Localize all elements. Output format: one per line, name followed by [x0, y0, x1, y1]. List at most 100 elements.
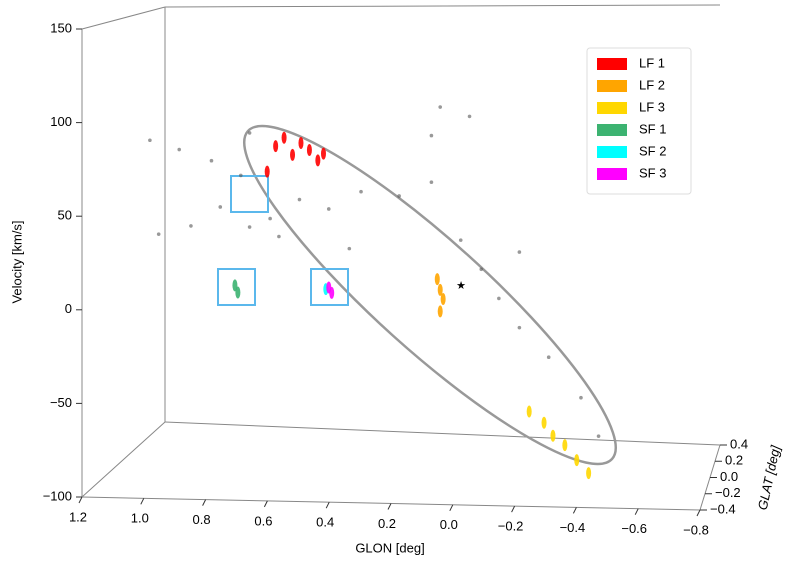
cloud-point — [497, 296, 501, 301]
axis-edge — [81, 421, 166, 498]
cloud-point — [177, 147, 182, 152]
cloud-point — [517, 325, 522, 330]
point — [329, 286, 335, 299]
point — [235, 286, 241, 299]
point — [550, 429, 556, 442]
star-marker: ★ — [456, 280, 466, 292]
x-tick-label: 0.6 — [254, 513, 272, 528]
legend-label: SF 2 — [639, 143, 666, 158]
legend-swatch — [597, 146, 627, 158]
point — [281, 131, 287, 144]
cloud-point — [579, 395, 583, 400]
x-tick — [140, 498, 145, 505]
highlight-box — [230, 175, 269, 213]
z-tick-label: −100 — [43, 488, 72, 503]
cloud-point — [247, 131, 252, 135]
cloud-point — [479, 267, 484, 272]
x-tick — [696, 509, 701, 517]
legend-swatch — [597, 80, 627, 92]
cloud-point — [156, 232, 161, 236]
x-tick — [634, 508, 639, 515]
highlight-box — [217, 268, 256, 306]
legend-swatch — [597, 58, 627, 70]
point — [526, 405, 532, 418]
y-tick-label: 0.2 — [725, 453, 743, 468]
x-tick — [387, 503, 392, 510]
y-tick-label: −0.2 — [715, 485, 741, 500]
x-tick-label: −0.6 — [621, 521, 647, 536]
z-tick-label: 100 — [50, 114, 72, 129]
y-tick-label: 0.4 — [730, 436, 748, 451]
x-tick-label: −0.2 — [498, 519, 524, 534]
point — [315, 154, 321, 167]
cloud-point — [429, 180, 434, 184]
point — [298, 137, 304, 150]
legend-label: LF 1 — [639, 55, 665, 70]
cloud-point — [326, 207, 331, 211]
cloud-point — [517, 250, 522, 254]
z-axis-title: Velocity [km/s] — [9, 220, 24, 303]
y-tick-label: −0.4 — [710, 501, 736, 516]
axis-edge — [164, 4, 721, 8]
ellipse-outline — [242, 124, 618, 466]
point — [264, 165, 270, 178]
cloud-point — [148, 138, 152, 143]
x-tick — [325, 501, 330, 509]
point — [434, 273, 440, 286]
point — [320, 147, 326, 160]
z-tick-label: −50 — [50, 395, 72, 410]
x-tick-label: 0.8 — [193, 512, 211, 527]
x-tick-label: 1.0 — [131, 511, 149, 526]
cloud-point — [359, 189, 363, 194]
axis-edge — [81, 6, 166, 30]
y-axis-title: GLAT [deg] — [755, 444, 783, 512]
cloud-point — [277, 234, 281, 239]
y-tick-label: 0.0 — [720, 469, 738, 484]
cloud-point — [218, 205, 223, 209]
legend-swatch — [597, 124, 627, 136]
x-tick — [202, 499, 207, 506]
cloud-point — [467, 114, 472, 119]
highlight-box — [310, 268, 349, 306]
legend-label: SF 3 — [639, 165, 666, 180]
point — [290, 148, 296, 161]
points — [148, 105, 601, 480]
z-tick-label: 150 — [50, 20, 72, 35]
x-tick — [263, 500, 268, 508]
cloud-point — [247, 225, 252, 229]
cloud-point — [268, 216, 272, 221]
point — [306, 143, 312, 156]
cloud-point — [297, 197, 302, 202]
x-tick-label: 0.2 — [378, 516, 396, 531]
point — [440, 292, 446, 305]
x-tick-label: 0.4 — [316, 515, 334, 530]
point — [437, 283, 443, 296]
z-tick-label: 50 — [58, 208, 72, 223]
z-tick-label: 0 — [65, 301, 72, 316]
cloud-point — [546, 355, 551, 360]
cloud-point — [209, 158, 214, 163]
point — [541, 416, 547, 429]
point — [562, 439, 568, 452]
x-tick-label: 1.2 — [69, 509, 87, 524]
x-tick — [511, 505, 516, 513]
cloud-point — [438, 105, 443, 109]
legend-label: LF 2 — [639, 77, 665, 92]
cloud-point — [239, 173, 243, 178]
cloud-point — [397, 194, 401, 198]
cloud-point — [429, 133, 434, 138]
legend-swatch — [597, 102, 627, 114]
legend-label: LF 3 — [639, 99, 665, 114]
axis-edge — [164, 421, 721, 446]
x-tick-label: 0.0 — [440, 517, 458, 532]
point — [273, 140, 279, 153]
x-tick — [572, 507, 577, 514]
cloud-point — [458, 238, 463, 242]
x-tick-label: −0.4 — [560, 520, 586, 535]
cloud-point — [347, 246, 352, 251]
point — [586, 467, 592, 480]
point — [574, 454, 580, 467]
x-tick — [449, 504, 454, 512]
point — [437, 305, 443, 318]
